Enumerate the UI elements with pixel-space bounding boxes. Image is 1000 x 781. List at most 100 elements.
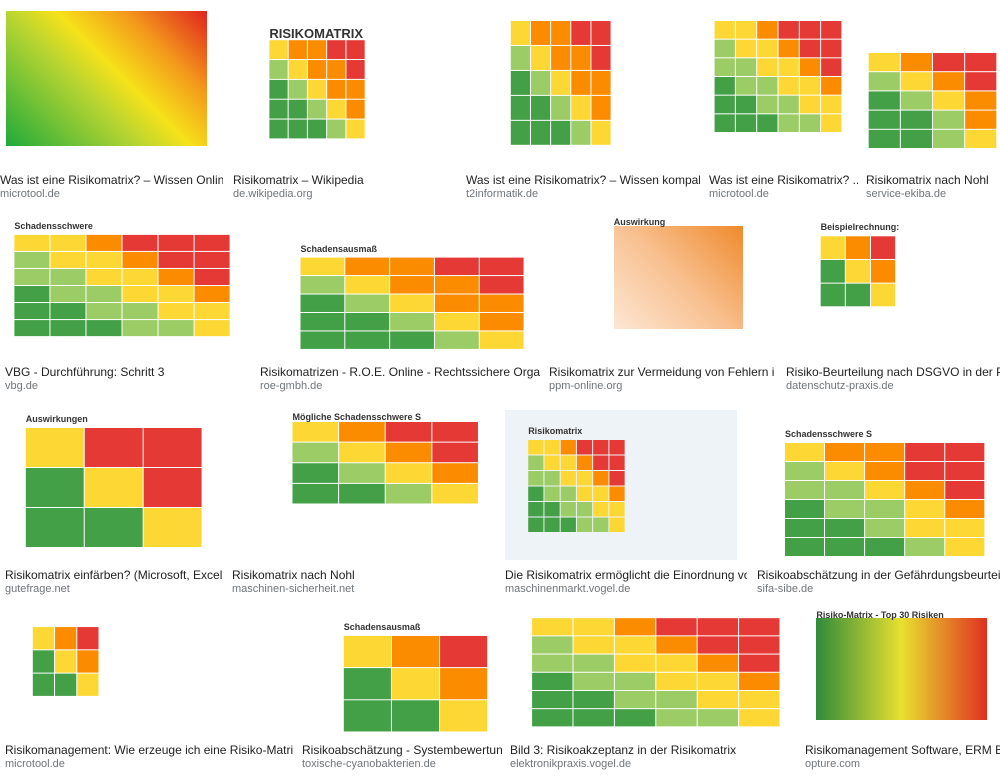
matrix-cell xyxy=(697,654,739,672)
matrix-cell xyxy=(656,672,697,690)
matrix-cell xyxy=(799,39,821,58)
matrix-cell xyxy=(799,77,821,95)
matrix-cell xyxy=(778,114,799,132)
matrix-cell xyxy=(576,440,593,455)
thumbnail[interactable] xyxy=(5,608,283,735)
matrix-cell xyxy=(905,519,945,537)
result-item[interactable]: Beispielrechnung: Risiko-Beurteilung nach… xyxy=(786,215,1000,397)
matrix-cell xyxy=(905,443,945,461)
thumbnail[interactable]: Beispielrechnung: xyxy=(786,215,990,357)
matrix xyxy=(510,21,611,145)
matrix-cell xyxy=(122,286,158,303)
matrix-cell xyxy=(434,257,479,276)
matrix-cell xyxy=(965,110,997,129)
matrix-cell xyxy=(656,654,697,672)
matrix-cell xyxy=(697,690,739,709)
matrix-cell xyxy=(339,422,385,442)
result-title: Risikomatrix nach Nohl xyxy=(866,173,989,187)
matrix-cell xyxy=(269,60,288,79)
result-item[interactable]: Schadensschwere S Risikoabschätzung in de… xyxy=(757,410,1000,600)
thumbnail[interactable]: Auswirkungen xyxy=(5,410,213,560)
matrix-cell xyxy=(821,21,842,39)
matrix-cell xyxy=(528,471,544,486)
thumbnail[interactable] xyxy=(510,608,786,735)
thumbnail[interactable]: Schadensschwere xyxy=(5,215,240,357)
matrix-cell xyxy=(697,672,739,690)
result-item[interactable]: Risikomanagement: Wie erzeuge ich eine R… xyxy=(5,608,293,775)
matrix-cell xyxy=(714,58,735,76)
matrix xyxy=(714,21,842,132)
result-item[interactable]: Risiko-Matrix - Top 30 Risiken Risikomana… xyxy=(805,608,1000,775)
result-item[interactable]: Auswirkung Risikomatrix zur Vermeidung vo… xyxy=(549,215,775,397)
result-item[interactable]: Risikomatrix Die Risikomatrix ermöglicht … xyxy=(505,410,747,600)
matrix-cell xyxy=(510,95,530,120)
result-item[interactable]: Schadensausmaß Risikoabschätzung - System… xyxy=(302,608,502,775)
result-title: Risikoabschätzung in der Gefährdungsbeur… xyxy=(757,568,1000,582)
thumbnail-text: Schadensschwere S xyxy=(784,429,872,439)
result-title: Risikomatrix einfärben? (Microsoft, Exce… xyxy=(5,568,223,582)
matrix-cell xyxy=(614,672,656,690)
matrix-cell xyxy=(821,95,842,114)
matrix-cell xyxy=(158,234,194,251)
matrix-cell xyxy=(307,60,327,79)
matrix-cell xyxy=(865,462,905,480)
thumbnail[interactable] xyxy=(466,5,690,165)
matrix-cell xyxy=(609,486,625,501)
matrix-cell xyxy=(288,40,307,60)
thumbnail[interactable]: Risikomatrix xyxy=(505,410,737,560)
result-item[interactable]: Schadensschwere VBG - Durchführung: Schri… xyxy=(5,215,240,397)
thumbnail[interactable] xyxy=(709,5,848,165)
matrix-cell xyxy=(143,468,202,507)
result-item[interactable]: Schadensausmaß Risikomatrizen - R.O.E. On… xyxy=(260,215,540,397)
matrix-cell xyxy=(614,636,656,654)
matrix-cell xyxy=(84,428,143,467)
thumbnail[interactable]: Schadensschwere S xyxy=(757,410,990,560)
matrix-cell xyxy=(345,312,390,331)
matrix-cell xyxy=(385,463,432,483)
matrix-cell xyxy=(757,77,778,95)
matrix-cell xyxy=(656,709,697,727)
matrix-cell xyxy=(86,303,122,320)
result-item[interactable]: Was ist eine Risikomatrix? – Wissen Onli… xyxy=(0,5,223,205)
result-title: Die Risikomatrix ermöglicht die Einordnu… xyxy=(505,568,747,582)
matrix-cell xyxy=(945,481,985,499)
matrix-cell xyxy=(194,286,230,303)
matrix-cell xyxy=(544,486,560,501)
result-item[interactable]: Auswirkungen Risikomatrix einfärben? (Mic… xyxy=(5,410,223,600)
matrix-cell xyxy=(593,471,609,486)
matrix-cell xyxy=(868,129,900,148)
matrix-cell xyxy=(757,21,778,39)
thumbnail[interactable]: Schadensausmaß xyxy=(302,608,492,735)
thumbnail[interactable]: RISIKOMATRIX xyxy=(233,5,447,165)
matrix-cell xyxy=(757,95,778,114)
matrix-cell xyxy=(609,440,625,455)
thumbnail[interactable]: Risiko-Matrix - Top 30 Risiken xyxy=(805,608,995,735)
matrix-cell xyxy=(84,508,143,547)
result-item[interactable]: RISIKOMATRIX Risikomatrix – Wikipedia de.w… xyxy=(233,5,447,205)
matrix-cell xyxy=(573,709,614,727)
thumbnail[interactable]: Auswirkung xyxy=(549,215,765,357)
matrix-cell xyxy=(571,45,591,70)
thumbnail[interactable]: Mögliche Schadensschwere S xyxy=(232,410,484,560)
result-item[interactable]: Was ist eine Risikomatrix? – Wissen komp… xyxy=(466,5,700,205)
matrix-cell xyxy=(84,468,143,507)
thumbnail[interactable] xyxy=(866,5,1000,165)
matrix-cell xyxy=(307,40,327,60)
matrix-cell xyxy=(714,114,735,132)
thumbnail[interactable] xyxy=(0,5,213,165)
result-item[interactable]: Was ist eine Risikomatrix? ... microtool.… xyxy=(709,5,858,205)
result-title: Risiko-Beurteilung nach DSGVO in der Pra… xyxy=(786,365,1000,379)
result-item[interactable]: Risikomatrix nach Nohl service-ekiba.de xyxy=(866,5,1000,205)
matrix-cell xyxy=(300,276,345,294)
thumbnail[interactable]: Schadensausmaß xyxy=(260,215,530,357)
matrix-cell xyxy=(871,283,896,307)
matrix-cell xyxy=(571,120,591,145)
matrix-cell xyxy=(576,502,593,517)
matrix-cell xyxy=(86,234,122,251)
matrix-cell xyxy=(544,471,560,486)
matrix-cell xyxy=(900,110,932,129)
result-item[interactable]: Mögliche Schadensschwere S Risikomatrix n… xyxy=(232,410,484,600)
matrix-cell xyxy=(530,120,551,145)
result-item[interactable]: Bild 3: Risikoakzeptanz in der Risikomat… xyxy=(510,608,786,775)
matrix-cell xyxy=(868,53,900,72)
